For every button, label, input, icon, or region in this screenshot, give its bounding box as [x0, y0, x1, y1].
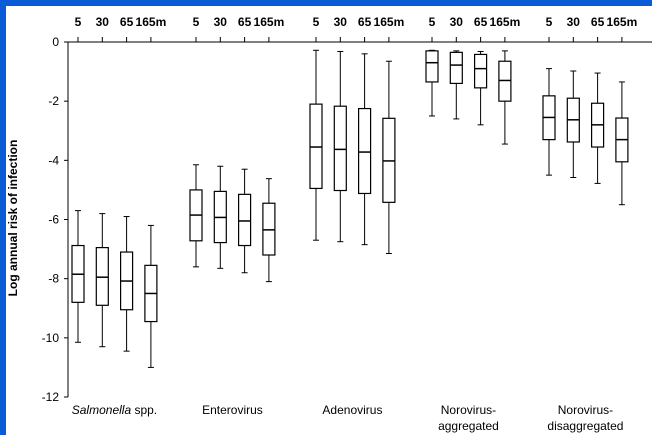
- depth-tick-label: 30: [214, 15, 228, 29]
- y-tick-label: -6: [48, 213, 59, 227]
- depth-tick-label: 65: [120, 15, 134, 29]
- box-iqr: [238, 193, 252, 247]
- depth-tick-label: 5: [546, 15, 553, 29]
- category-label: Enterovirus: [202, 403, 263, 417]
- depth-tick-label: 165m: [490, 15, 521, 29]
- top-frame-bar: [0, 0, 652, 6]
- depth-tick-label: 165m: [136, 15, 167, 29]
- box-iqr: [358, 107, 372, 195]
- y-tick-label: -12: [42, 390, 60, 404]
- depth-tick-label: 30: [334, 15, 348, 29]
- category-label-italic: Salmonella: [72, 403, 132, 417]
- category-label: Adenovirus: [322, 403, 382, 417]
- category-label-line2: aggregated: [438, 419, 499, 433]
- box-iqr: [449, 51, 463, 85]
- depth-tick-label: 5: [75, 15, 82, 29]
- y-axis-title: Log annual risk of infection: [6, 140, 20, 297]
- depth-tick-label: 165m: [607, 15, 638, 29]
- y-tick-label: -8: [48, 272, 59, 286]
- category-label-suffix: spp.: [131, 403, 157, 417]
- depth-tick-label: 65: [474, 15, 488, 29]
- depth-tick-label: 30: [96, 15, 110, 29]
- depth-tick-label: 65: [238, 15, 252, 29]
- box-iqr: [425, 50, 439, 83]
- category-label-line2: disaggregated: [547, 419, 623, 433]
- category-label: Norovirus-: [558, 403, 613, 417]
- depth-tick-label: 65: [591, 15, 605, 29]
- depth-tick-label: 5: [193, 15, 200, 29]
- category-label: Salmonella spp.: [72, 403, 157, 417]
- y-tick-label: -4: [48, 153, 59, 167]
- depth-tick-label: 165m: [374, 15, 405, 29]
- depth-tick-label: 165m: [254, 15, 285, 29]
- depth-tick-label: 5: [429, 15, 436, 29]
- y-tick-label: 0: [52, 35, 59, 49]
- left-frame-bar: [0, 0, 6, 435]
- category-label: Norovirus-: [441, 403, 496, 417]
- y-tick-label: -10: [42, 331, 60, 345]
- depth-tick-label: 5: [313, 15, 320, 29]
- depth-tick-label: 65: [358, 15, 372, 29]
- depth-tick-label: 30: [450, 15, 464, 29]
- y-tick-label: -2: [48, 94, 59, 108]
- depth-tick-label: 30: [567, 15, 581, 29]
- box-iqr: [333, 105, 347, 192]
- box-iqr: [474, 53, 488, 89]
